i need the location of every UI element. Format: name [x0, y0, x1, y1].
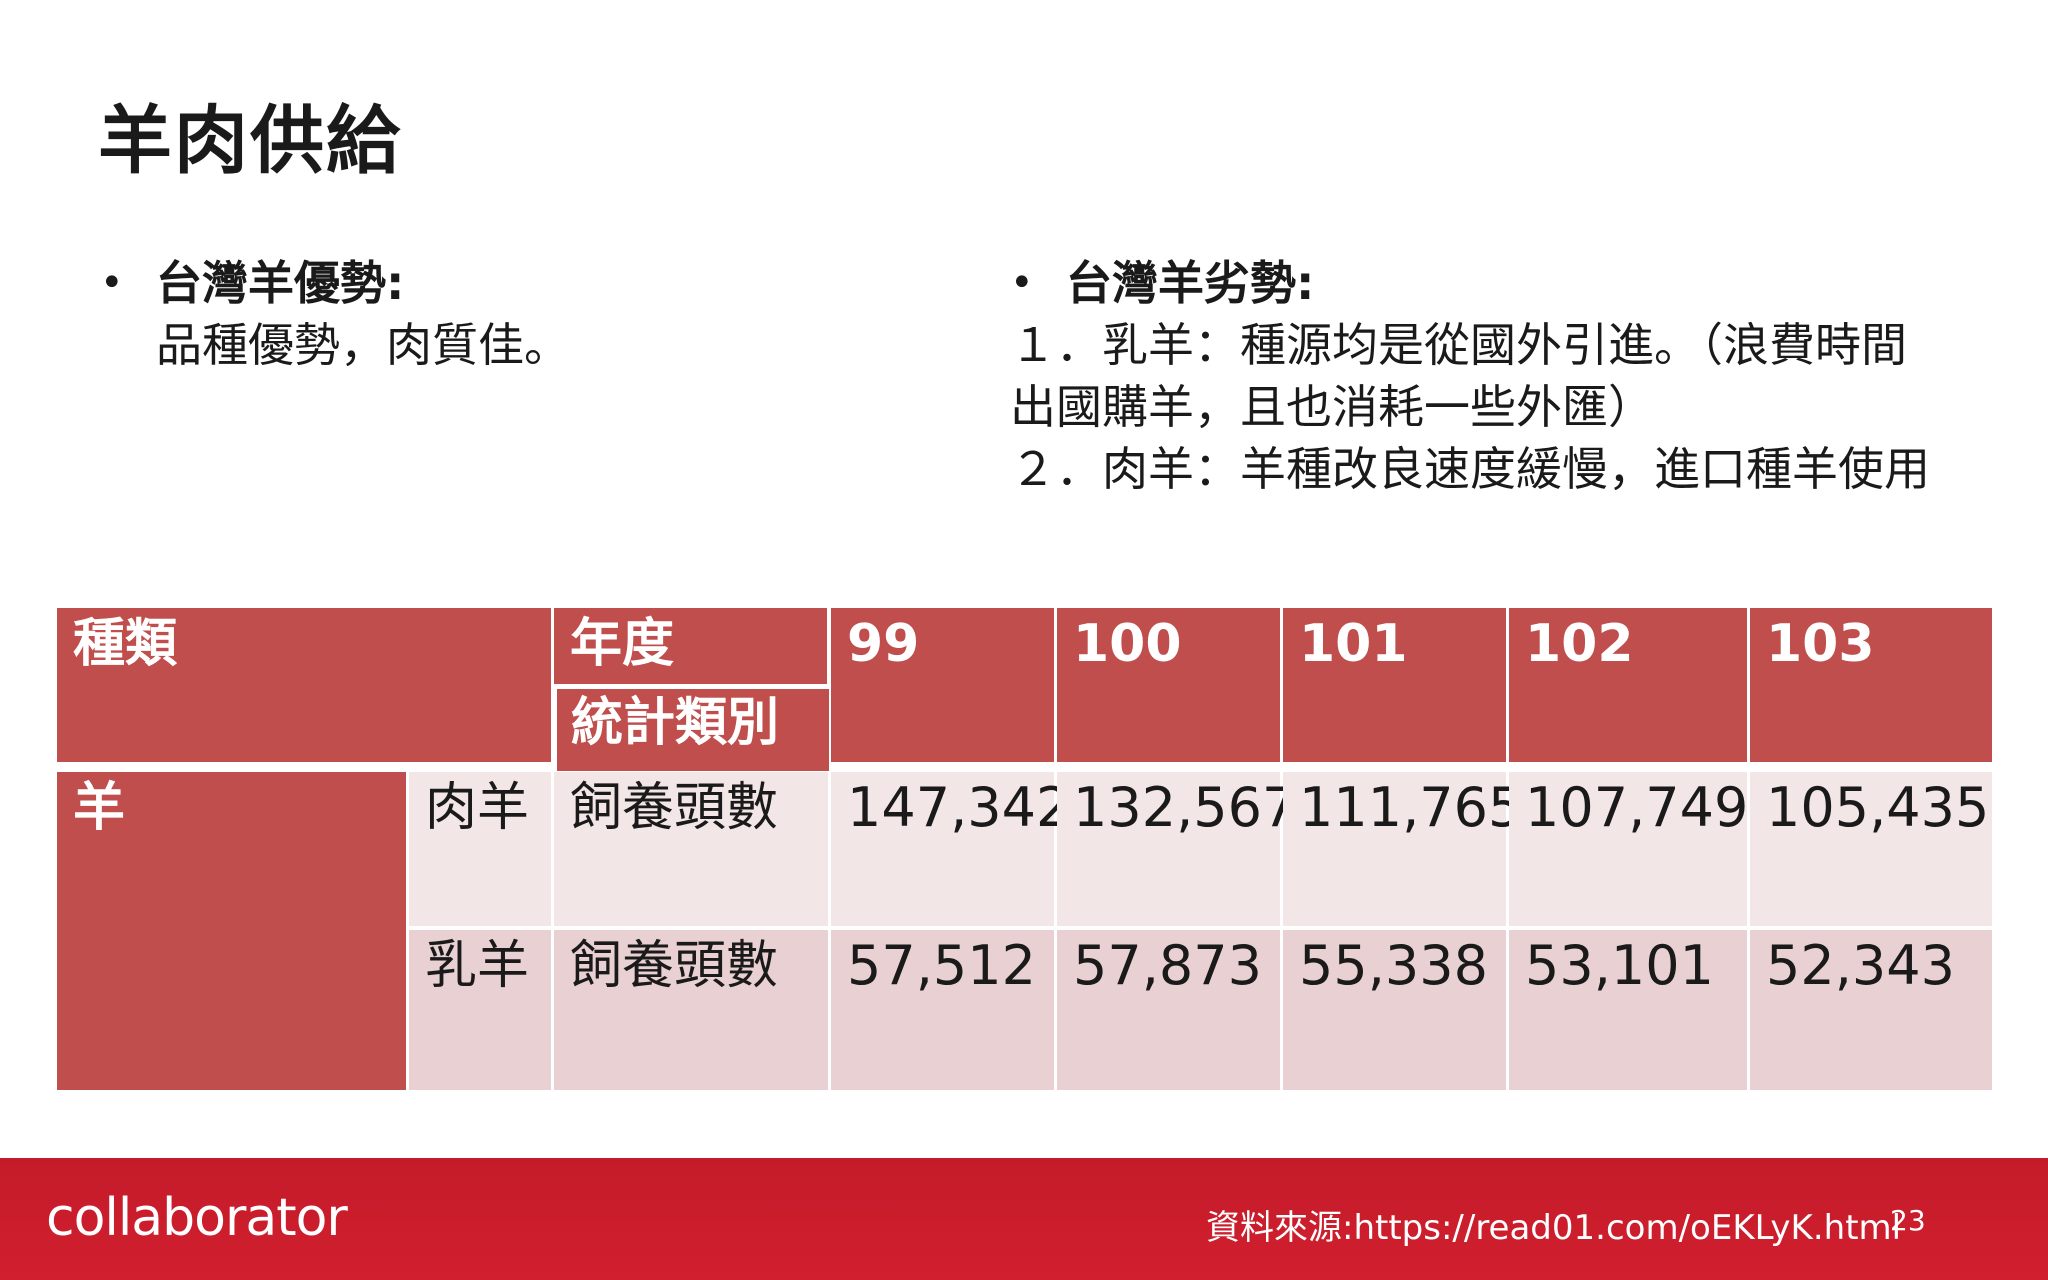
table-cell: 105,435: [1750, 772, 1992, 926]
row-subtype: 乳羊: [409, 930, 551, 1090]
advantages-block: • 台灣羊優勢: 品種優勢，肉質佳。: [100, 252, 1000, 376]
table-cell: 147,342: [831, 772, 1070, 926]
table-cell: 111,765: [1283, 772, 1522, 926]
table-cell: 57,512: [831, 930, 1054, 1090]
header-year-99: 99: [831, 608, 1054, 762]
header-stat-category: 統計類別: [552, 684, 834, 776]
table-cell: 55,338: [1283, 930, 1506, 1090]
row-stat: 飼養頭數: [554, 772, 828, 926]
bullet-icon: •: [100, 260, 124, 306]
group-sheep: 羊: [57, 772, 406, 1090]
collaborator-logo: collaborator: [46, 1188, 348, 1248]
disadvantages-heading: 台灣羊劣勢:: [1066, 256, 1315, 310]
page-number: 23: [1890, 1204, 1926, 1237]
advantages-bullet: • 台灣羊優勢:: [100, 252, 1000, 314]
slide-title: 羊肉供給: [98, 98, 402, 184]
footer-bar: collaborator 資料來源:https://read01.com/oEK…: [0, 1158, 2048, 1280]
header-year-102: 102: [1509, 608, 1747, 762]
header-year-103: 103: [1750, 608, 1992, 762]
header-kind: 種類: [57, 608, 551, 762]
advantages-text: 品種優勢，肉質佳。: [156, 318, 570, 372]
table-cell: 53,101: [1509, 930, 1747, 1090]
bullet-icon: •: [1010, 260, 1034, 306]
table-cell: 57,873: [1057, 930, 1280, 1090]
table-cell: 132,567: [1057, 772, 1296, 926]
table-cell: 107,749: [1509, 772, 1748, 926]
disadvantages-bullet: • 台灣羊劣勢:: [1010, 252, 1950, 314]
row-subtype: 肉羊: [409, 772, 551, 926]
disadvantages-text: １．乳羊：種源均是從國外引進。（浪費時間出國購羊，且也消耗一些外匯） ２．肉羊：…: [1010, 318, 1930, 496]
header-year-101: 101: [1283, 608, 1506, 762]
disadvantages-block: • 台灣羊劣勢: １．乳羊：種源均是從國外引進。（浪費時間出國購羊，且也消耗一些…: [1010, 252, 1950, 500]
advantages-heading: 台灣羊優勢:: [156, 256, 405, 310]
table-cell: 52,343: [1750, 930, 1992, 1090]
source-citation: 資料來源:https://read01.com/oEKLyK.html: [1206, 1208, 1902, 1248]
sheep-supply-table: 種類 年度 統計類別 99 100 101 102 103 羊 肉羊 飼養頭數 …: [57, 608, 1992, 1090]
row-stat: 飼養頭數: [554, 930, 828, 1090]
header-year-100: 100: [1057, 608, 1280, 762]
